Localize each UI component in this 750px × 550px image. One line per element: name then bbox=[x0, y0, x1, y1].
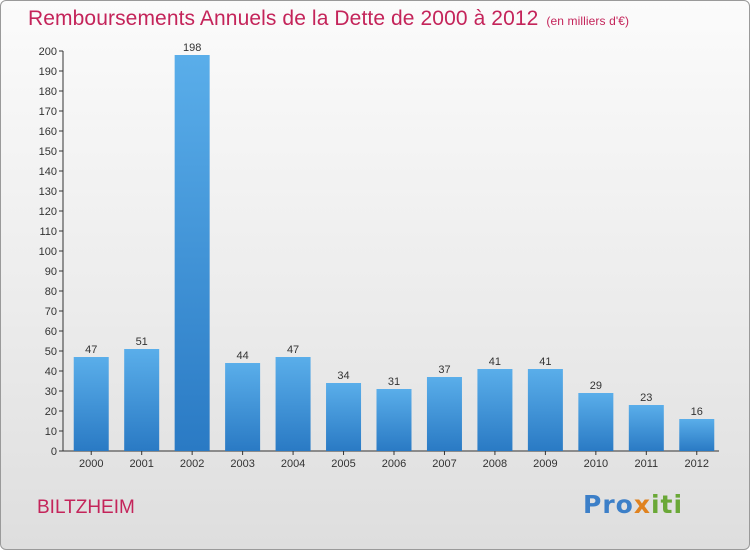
y-tick-label: 110 bbox=[39, 226, 57, 238]
y-tick-label: 10 bbox=[45, 426, 57, 438]
y-tick-label: 180 bbox=[39, 86, 57, 98]
y-tick-label: 120 bbox=[39, 206, 57, 218]
commune-name: BILTZHEIM bbox=[37, 497, 135, 518]
bar bbox=[275, 357, 311, 451]
y-tick-label: 170 bbox=[39, 106, 57, 118]
x-tick-label: 2006 bbox=[382, 458, 406, 470]
y-tick-label: 200 bbox=[39, 46, 57, 58]
y-tick-label: 40 bbox=[45, 366, 57, 378]
y-tick-label: 150 bbox=[39, 146, 57, 158]
y-tick-label: 80 bbox=[45, 286, 57, 298]
y-tick-label: 190 bbox=[39, 66, 57, 78]
bar bbox=[174, 55, 210, 451]
x-tick-label: 2003 bbox=[230, 458, 254, 470]
chart-title: Remboursements Annuels de la Dette de 20… bbox=[28, 7, 629, 31]
x-tick-label: 2002 bbox=[180, 458, 204, 470]
bar-value-label: 51 bbox=[136, 336, 148, 348]
bar bbox=[225, 363, 261, 451]
y-tick-label: 130 bbox=[39, 186, 57, 198]
bar bbox=[326, 383, 362, 451]
x-tick-label: 2005 bbox=[331, 458, 355, 470]
x-tick-label: 2012 bbox=[685, 458, 709, 470]
bar-value-label: 37 bbox=[438, 364, 450, 376]
y-tick-label: 140 bbox=[39, 166, 57, 178]
proxiti-logo: Proxiti bbox=[583, 490, 683, 519]
x-tick-label: 2000 bbox=[79, 458, 103, 470]
y-tick-label: 50 bbox=[45, 346, 57, 358]
bars: 47 51 198 44 47 34 31 37 41 41 29 23 16 bbox=[73, 42, 715, 451]
y-tick-label: 90 bbox=[45, 266, 57, 278]
y-tick-label: 20 bbox=[45, 406, 57, 418]
logo-part-3: iti bbox=[650, 490, 684, 519]
y-tick-label: 160 bbox=[39, 126, 57, 138]
bar bbox=[527, 369, 563, 451]
bar bbox=[679, 419, 715, 451]
bar-value-label: 16 bbox=[691, 406, 703, 418]
bar bbox=[426, 377, 462, 451]
x-tick-label: 2001 bbox=[129, 458, 153, 470]
chart-subtitle: (en milliers d'€) bbox=[546, 14, 630, 28]
logo-part-1: Pro bbox=[583, 490, 634, 519]
y-tick-label: 60 bbox=[45, 326, 57, 338]
x-tick-label: 2008 bbox=[483, 458, 507, 470]
bar bbox=[73, 357, 109, 451]
bar-value-label: 34 bbox=[337, 370, 349, 382]
bar bbox=[376, 389, 412, 451]
bar bbox=[124, 349, 160, 451]
bar-value-label: 29 bbox=[590, 380, 602, 392]
bar-value-label: 198 bbox=[183, 42, 201, 54]
x-tick-label: 2010 bbox=[584, 458, 608, 470]
bar bbox=[628, 405, 664, 451]
x-tick-label: 2011 bbox=[634, 458, 658, 470]
bar-value-label: 31 bbox=[388, 376, 400, 388]
bar-value-label: 44 bbox=[236, 350, 248, 362]
x-tick-label: 2009 bbox=[533, 458, 557, 470]
bar-value-label: 23 bbox=[640, 392, 652, 404]
x-tick-label: 2007 bbox=[432, 458, 456, 470]
chart-title-text: Remboursements Annuels de la Dette de 20… bbox=[28, 7, 539, 30]
y-tick-label: 30 bbox=[45, 386, 57, 398]
y-tick-label: 100 bbox=[39, 246, 57, 258]
y-tick-label: 70 bbox=[45, 306, 57, 318]
bar bbox=[578, 393, 614, 451]
bar-value-label: 41 bbox=[539, 356, 551, 368]
bar bbox=[477, 369, 513, 451]
bar-value-label: 47 bbox=[85, 344, 97, 356]
bar-value-label: 47 bbox=[287, 344, 299, 356]
bar-value-label: 41 bbox=[489, 356, 501, 368]
x-tick-label: 2004 bbox=[281, 458, 305, 470]
y-tick-label: 0 bbox=[51, 446, 57, 458]
logo-part-2: x bbox=[633, 490, 651, 519]
